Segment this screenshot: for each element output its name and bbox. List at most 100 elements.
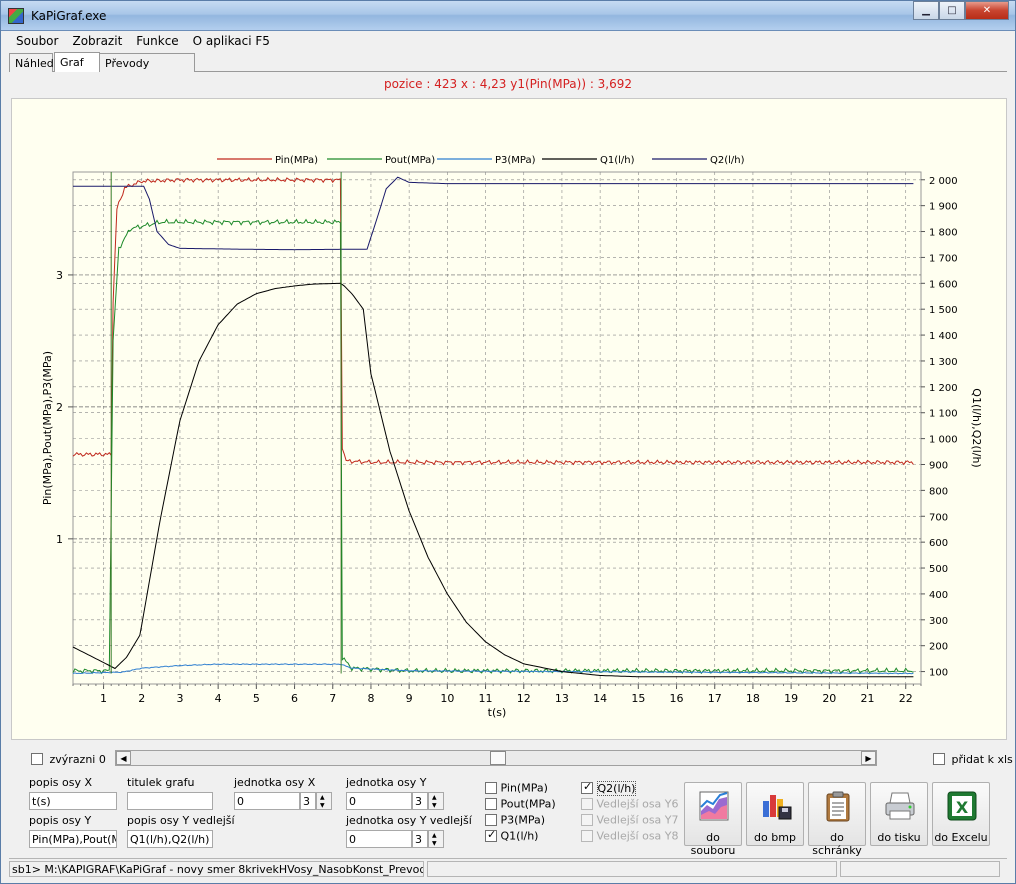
axis-check-q2[interactable]: Q2(l/h) <box>581 780 637 796</box>
svg-text:X: X <box>956 798 969 817</box>
x-tick-label: 17 <box>708 692 722 705</box>
series-checkbox[interactable] <box>485 814 497 826</box>
y2-tick-label: 1 200 <box>929 383 958 394</box>
x-tick-label: 18 <box>746 692 760 705</box>
popis-x-input[interactable]: t(s) <box>29 792 117 810</box>
series-check-q1[interactable]: Q1(l/h) <box>485 828 538 843</box>
series-line-poutmpa <box>72 218 914 675</box>
series-checkbox[interactable] <box>485 828 497 842</box>
axis-check-label: Q2(l/h) <box>596 780 637 796</box>
save-bmp-label: do bmp <box>754 831 796 844</box>
x-scrollbar[interactable]: ◀ ▶ <box>115 750 877 766</box>
minimize-button[interactable]: ▁ <box>913 1 939 20</box>
save-bmp-button[interactable] <box>746 782 804 846</box>
popis-x-label: popis osy X <box>29 776 92 789</box>
tab-graf[interactable]: Graf <box>54 52 100 73</box>
jednotka-y2-spinner[interactable]: ▲ ▼ <box>428 830 444 848</box>
maximize-button[interactable]: □ <box>939 1 965 20</box>
x-tick-label: 16 <box>670 692 684 705</box>
scroll-right-arrow[interactable]: ▶ <box>861 751 876 765</box>
y2-tick-label: 1 100 <box>929 409 958 420</box>
tab-nahled[interactable]: Náhled <box>9 53 54 72</box>
y2-tick-label: 1 800 <box>929 228 958 239</box>
y2-tick-label: 2 000 <box>929 176 958 187</box>
popis-y-input[interactable]: Pin(MPa),Pout(MPa) <box>29 830 117 848</box>
bar-chart-disk-icon <box>763 795 792 820</box>
y2-tick-label: 1 400 <box>929 331 958 342</box>
menu-soubor[interactable]: Soubor <box>16 34 59 48</box>
excel-icon: X <box>947 791 977 821</box>
series-check-label: Pout(MPa) <box>500 797 556 811</box>
y2-tick-label: 400 <box>929 590 948 601</box>
chart-file-icon <box>699 791 729 821</box>
jednotka-x-spinner[interactable]: ▲ ▼ <box>316 792 332 810</box>
scroll-thumb[interactable] <box>490 751 506 765</box>
y2-tick-label: 700 <box>929 512 948 523</box>
titulek-input[interactable] <box>127 792 213 810</box>
x-tick-label: 22 <box>899 692 913 705</box>
y2-tick-label: 1 900 <box>929 202 958 213</box>
zvyrazni-checkbox[interactable] <box>31 753 43 765</box>
axis-check-y7: Vedlejší osa Y7 <box>581 813 679 827</box>
jednotka-y-label: jednotka osy Y <box>346 776 427 789</box>
chart-area[interactable]: 1 2 3 4 5 6 7 8 9 10 11 12 13 14 15 16 17 18 19 20 21 22 100 20… <box>11 98 1007 740</box>
menu-o-aplikaci[interactable]: O aplikaci F5 <box>192 34 270 48</box>
jednotka-y2-digits[interactable]: 3 <box>412 830 428 848</box>
jednotka-x-digits[interactable]: 3 <box>300 792 316 810</box>
y2-axis-title: Q1(l/h),Q2(l/h) <box>970 388 983 467</box>
x-tick-label: 11 <box>479 692 493 705</box>
axis-check-label: Vedlejší osa Y6 <box>596 797 679 811</box>
jednotka-y2-label: jednotka osy Y vedlejší <box>346 814 472 827</box>
jednotka-y-digits[interactable]: 3 <box>412 792 428 810</box>
jednotka-x-input[interactable]: 0 <box>234 792 300 810</box>
close-button[interactable]: ✕ <box>965 1 1009 20</box>
y2-tick-label: 1 000 <box>929 435 958 446</box>
copy-clipboard-label: do schránky <box>812 831 862 857</box>
series-line-q1lh <box>72 282 914 678</box>
excel-button[interactable]: X <box>932 782 990 846</box>
axis-check-y6: Vedlejší osa Y6 <box>581 797 679 811</box>
popis-y2-input[interactable]: Q1(l/h),Q2(l/h) <box>127 830 213 848</box>
series-check-pout[interactable]: Pout(MPa) <box>485 797 556 811</box>
print-label: do tisku <box>877 831 921 844</box>
chart-svg[interactable]: 1 2 3 4 5 6 7 8 9 10 11 12 13 14 15 16 17 18 19 20 21 2210020… <box>12 99 1006 739</box>
axis-check-label: Vedlejší osa Y7 <box>596 813 679 827</box>
series-checkbox[interactable] <box>485 798 497 810</box>
zvyrazni-label: zvýrazni 0 <box>49 752 106 766</box>
save-to-file-button[interactable] <box>684 782 742 846</box>
y2-tick-label: 600 <box>929 538 948 549</box>
series-checkbox[interactable] <box>485 782 497 794</box>
legend-label: P3(MPa) <box>495 155 536 166</box>
legend-label: Pout(MPa) <box>385 155 435 166</box>
zvyrazni-checkbox-row[interactable]: zvýrazni 0 <box>31 752 106 766</box>
scroll-left-arrow[interactable]: ◀ <box>116 751 131 765</box>
pridat-xls-checkbox[interactable] <box>933 753 945 765</box>
x-tick-label: 4 <box>215 692 222 705</box>
series-line-p3mpa <box>72 663 914 675</box>
copy-clipboard-button[interactable] <box>808 782 866 846</box>
series-check-pin[interactable]: Pin(MPa) <box>485 781 548 795</box>
x-tick-label: 3 <box>176 692 183 705</box>
print-button[interactable] <box>870 782 928 846</box>
y2-tick-label: 900 <box>929 460 948 471</box>
y2-tick-label: 1 600 <box>929 279 958 290</box>
menu-funkce[interactable]: Funkce <box>136 34 179 48</box>
menu-bar: Soubor Zobrazit Funkce O aplikaci F5 <box>9 32 1007 51</box>
jednotka-y2-input[interactable]: 0 <box>346 830 412 848</box>
y2-tick-label: 1 300 <box>929 357 958 368</box>
title-bar[interactable]: KaPiGraf.exe ▁ □ ✕ <box>1 1 1015 31</box>
series-line-q2lh <box>73 176 914 251</box>
x-tick-label: 1 <box>100 692 107 705</box>
x-tick-label: 12 <box>517 692 531 705</box>
axis-check-label: Vedlejší osa Y8 <box>596 829 679 843</box>
legend-label: Q1(l/h) <box>600 155 635 166</box>
pridat-xls-row[interactable]: přidat k xls <box>933 752 1013 766</box>
tab-prevody-jednotek[interactable]: Převody jednotek <box>99 53 195 83</box>
jednotka-y-input[interactable]: 0 <box>346 792 412 810</box>
app-icon[interactable] <box>8 8 24 24</box>
series-check-label: P3(MPa) <box>500 813 546 827</box>
jednotka-y-spinner[interactable]: ▲ ▼ <box>428 792 444 810</box>
axis-checkbox[interactable] <box>581 780 593 794</box>
series-check-p3[interactable]: P3(MPa) <box>485 813 545 827</box>
menu-zobrazit[interactable]: Zobrazit <box>72 34 123 48</box>
